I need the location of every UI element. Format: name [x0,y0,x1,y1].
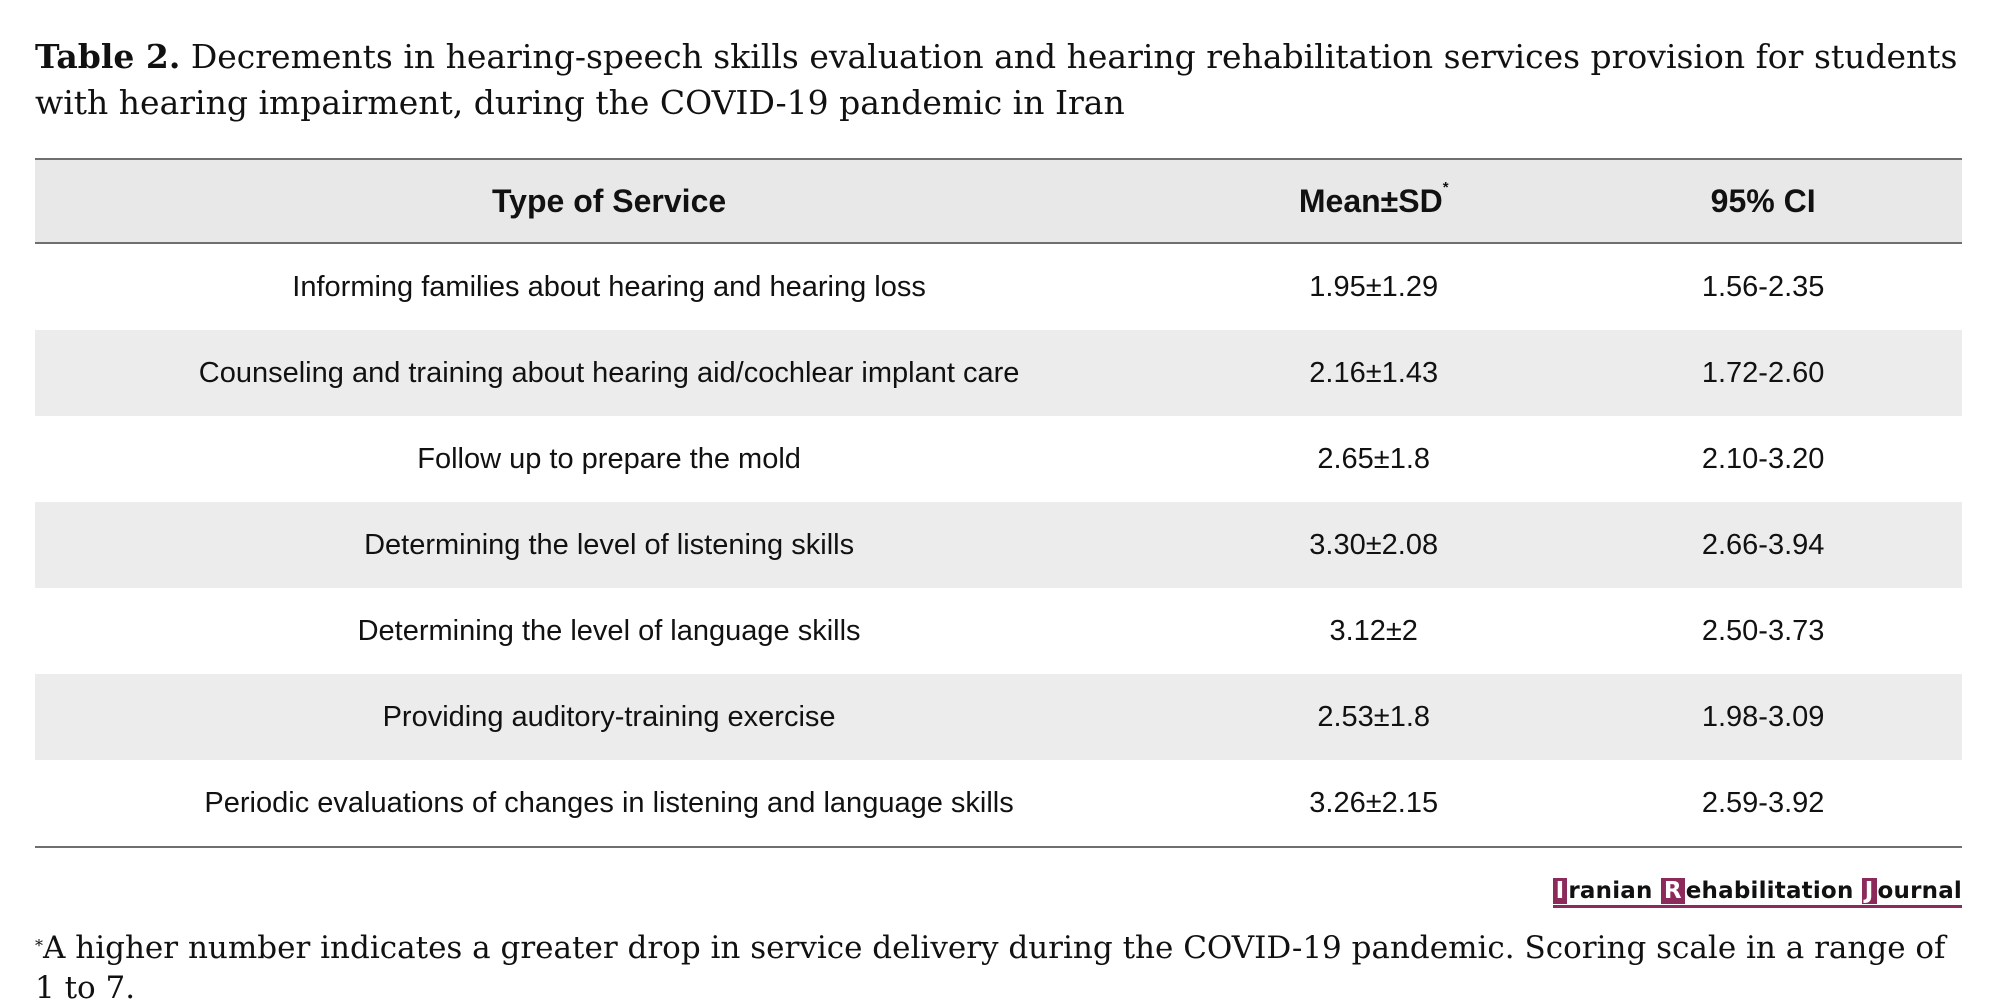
journal-logo-word-3: ournal [1877,878,1962,904]
cell-service: Determining the level of language skills [357,614,861,647]
cell-mean-sd: 2.16±1.43 [1183,330,1565,416]
cell-service: Counseling and training about hearing ai… [35,330,1184,416]
cell-mean-sd: 1.95±1.29 [1309,270,1439,303]
cell-service: Providing auditory-training exercise [35,674,1184,760]
services-table: Type of Service Mean±SD* 95% CI Informin… [35,158,1962,848]
header-mean-sd-marker: * [1442,178,1449,196]
cell-95-ci: 2.50-3.73 [1701,614,1825,647]
journal-logo-initial-j: J [1861,878,1877,904]
header-mean-sd-label: Mean±SD [1298,182,1443,219]
cell-service: Follow up to prepare the mold [417,442,801,475]
cell-95-ci: 1.72-2.60 [1564,330,1962,416]
table-row: Follow up to prepare the mold 2.65±1.8 2… [35,416,1962,502]
table-row: Determining the level of language skills… [35,588,1962,674]
cell-mean-sd: 3.12±2 [1329,614,1418,647]
cell-95-ci: 1.98-3.09 [1564,674,1962,760]
table-row: Periodic evaluations of changes in liste… [35,760,1962,847]
cell-95-ci: 1.56-2.35 [1701,270,1825,303]
header-mean-sd: Mean±SD* [1183,159,1565,244]
cell-95-ci: 2.59-3.92 [1701,786,1825,819]
table-caption-label: Table 2. [35,37,181,76]
cell-service: Periodic evaluations of changes in liste… [204,786,1014,819]
table-row: Determining the level of listening skill… [35,502,1962,588]
cell-mean-sd: 2.65±1.8 [1317,442,1431,475]
table-page: Table 2. Decrements in hearing-speech sk… [35,0,1962,1008]
cell-95-ci: 2.10-3.20 [1701,442,1825,475]
cell-95-ci: 2.66-3.94 [1564,502,1962,588]
footnote-marker: * [35,936,43,955]
table-row: Informing families about hearing and hea… [35,243,1962,330]
header-type-of-service: Type of Service [35,159,1184,244]
cell-service: Informing families about hearing and hea… [292,270,926,303]
cell-mean-sd: 3.30±2.08 [1183,502,1565,588]
cell-mean-sd: 2.53±1.8 [1183,674,1565,760]
journal-logo-initial-r: R [1660,878,1685,904]
cell-mean-sd: 3.26±2.15 [1309,786,1439,819]
footnote-text: A higher number indicates a greater drop… [35,930,1946,1006]
journal-logo-initial-i: I [1552,878,1568,904]
header-95-ci: 95% CI [1564,159,1962,244]
table-footnote: *A higher number indicates a greater dro… [35,928,1962,1008]
table-header-row: Type of Service Mean±SD* 95% CI [35,159,1962,244]
cell-service: Determining the level of listening skill… [35,502,1184,588]
table-row: Providing auditory-training exercise 2.5… [35,674,1962,760]
journal-logo-word-2: ehabilitation [1685,878,1854,904]
table-caption-text: Decrements in hearing-speech skills eval… [35,37,1958,122]
journal-logo-word-1: ranian [1568,878,1653,904]
table-row: Counseling and training about hearing ai… [35,330,1962,416]
table-caption: Table 2. Decrements in hearing-speech sk… [35,34,1962,126]
